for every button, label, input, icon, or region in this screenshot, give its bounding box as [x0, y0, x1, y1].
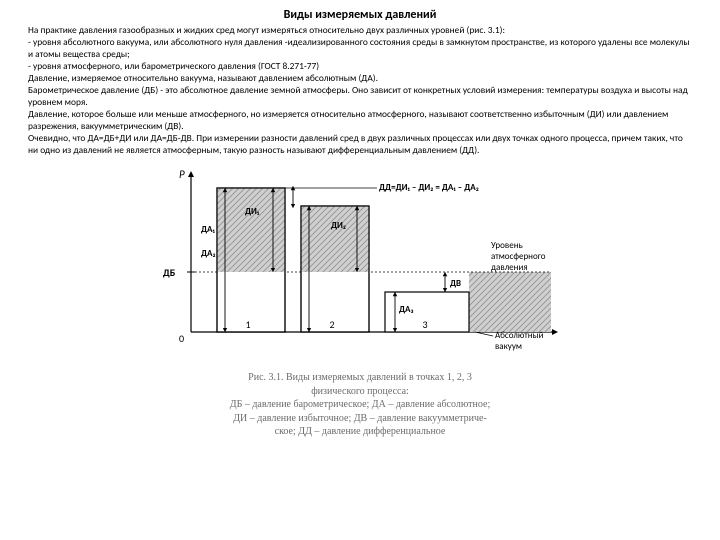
caption-l4: ДИ – давление избыточное; ДВ – давление … — [28, 412, 692, 426]
caption-l3: ДБ – давление барометрическое; ДА – давл… — [28, 398, 692, 412]
axis-p-label: P — [179, 168, 185, 181]
para-7: Очевидно, что ДА=ДБ+ДИ или ДА=ДБ-ДВ. При… — [28, 132, 692, 156]
bar-3-num: 3 — [422, 318, 427, 331]
dd-eq: ДД=ДИ₁ – ДИ₂ = ДА₁ – ДА₂ — [379, 182, 479, 193]
caption-l5: ское; ДД – давление дифференциальное — [28, 425, 692, 439]
para-6: Давление, которое больше или меньше атмо… — [28, 108, 692, 132]
para-4: Давление, измеряемое относительно вакуум… — [28, 72, 692, 84]
page-title: Виды измеряемых давлений — [28, 8, 692, 22]
di1-label: ДИ₁ — [245, 206, 260, 217]
caption-l1: Рис. 3.1. Виды измеряемых давлений в точ… — [28, 371, 692, 385]
para-3: - уровня атмосферного, или барометрическ… — [28, 60, 692, 72]
da1-label: ДА₁ — [201, 224, 216, 235]
body-text: На практике давления газообразных и жидк… — [28, 24, 692, 156]
atm-level-l3: давления — [491, 262, 528, 273]
figure-caption: Рис. 3.1. Виды измеряемых давлений в точ… — [28, 371, 692, 439]
para-2: - уровня абсолютного вакуума, или абсолю… — [28, 36, 692, 60]
atm-band — [469, 272, 551, 332]
caption-l2: физического процесса: — [28, 385, 692, 399]
db-label: ДБ — [163, 266, 176, 279]
abs-vac-l1: Абсолютный — [495, 330, 544, 341]
bar-2-num: 2 — [329, 318, 334, 331]
figure: P 0 ДБ 1 2 3 ДА₁ — [28, 162, 692, 439]
para-1: На практике давления газообразных и жидк… — [28, 24, 692, 36]
da3-label: ДА₃ — [399, 304, 414, 315]
atm-level-l1: Уровень — [491, 240, 523, 251]
di2-label: ДИ₂ — [331, 220, 346, 231]
atm-level-l2: атмосферного — [491, 251, 546, 262]
bar-1-num: 1 — [245, 318, 250, 331]
dv-label: ДВ — [450, 278, 461, 289]
pressure-diagram: P 0 ДБ 1 2 3 ДА₁ — [145, 162, 575, 362]
zero-label: 0 — [179, 332, 184, 345]
para-5: Барометрическое давление (ДБ) - это абсо… — [28, 84, 692, 108]
da2-label: ДА₂ — [201, 248, 216, 259]
abs-vac-l2: вакуум — [495, 341, 522, 352]
